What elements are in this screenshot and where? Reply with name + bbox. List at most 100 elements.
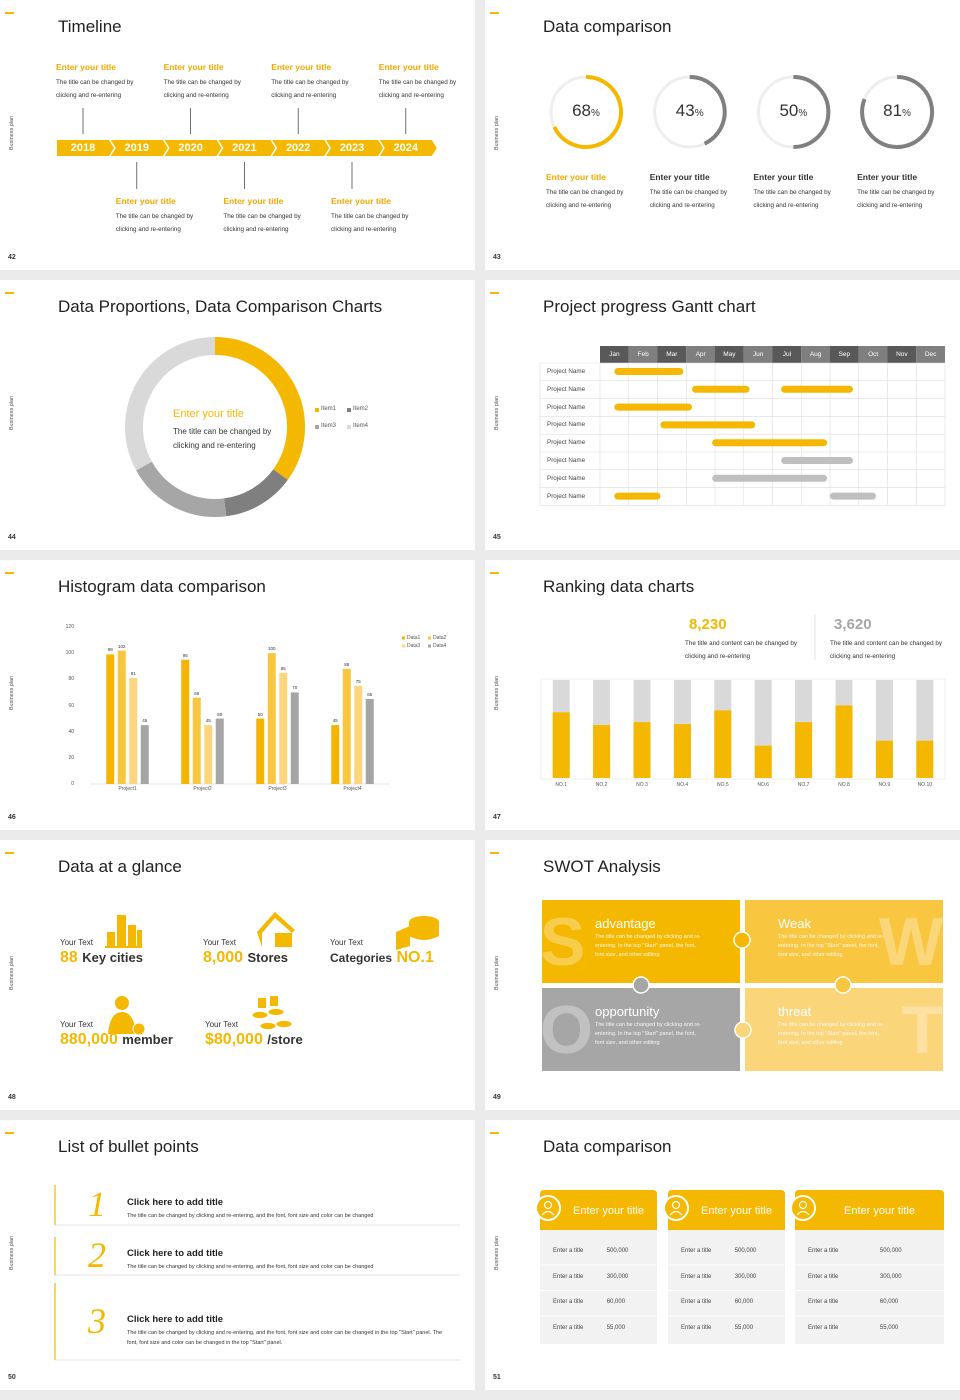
item-title: Enter your title bbox=[378, 62, 439, 72]
bar bbox=[552, 712, 570, 778]
stat-line: $80,000 /store bbox=[205, 1031, 303, 1049]
item-text: The title can be changed by clicking and… bbox=[753, 189, 831, 209]
month-header bbox=[657, 346, 687, 363]
donut-segment bbox=[136, 461, 227, 517]
gantt-bar bbox=[660, 421, 756, 429]
side-label: Business plan bbox=[494, 115, 500, 151]
row-value: 55,000 bbox=[734, 1324, 754, 1331]
month-header bbox=[600, 346, 629, 363]
icon-building bbox=[117, 915, 126, 947]
row-value: 300,000 bbox=[734, 1273, 757, 1280]
legend-label: Data2 bbox=[433, 635, 447, 641]
task-label: Project Name bbox=[547, 421, 586, 429]
ring-value: 43 bbox=[675, 101, 695, 120]
timeline-segment bbox=[110, 140, 168, 156]
row-value: 60,000 bbox=[734, 1299, 754, 1305]
bar bbox=[204, 725, 213, 784]
row-value: 60,000 bbox=[606, 1299, 626, 1305]
ring-value: 68 bbox=[572, 101, 591, 120]
item-title: Enter your title bbox=[223, 196, 284, 206]
icon-building bbox=[128, 925, 136, 947]
logo bbox=[490, 572, 499, 574]
slide-title: Data comparison bbox=[543, 17, 672, 36]
x-tick-label: NO.8 bbox=[838, 782, 850, 788]
swot-tile bbox=[745, 988, 943, 1071]
ring-arc bbox=[860, 75, 935, 149]
month-label: Jan bbox=[609, 351, 620, 358]
stat-label: Your Text bbox=[60, 938, 93, 947]
legend-swatch bbox=[315, 425, 319, 429]
value-label: 99 bbox=[107, 647, 113, 653]
month-label: Jun bbox=[752, 351, 764, 358]
icon-coin bbox=[259, 1022, 277, 1030]
value-label: 45 bbox=[142, 718, 148, 724]
item-text: The title can be changed by clicking and… bbox=[163, 79, 241, 99]
bar bbox=[916, 740, 934, 778]
year-label: 2024 bbox=[393, 142, 419, 154]
slide-title: Data comparison bbox=[543, 1137, 672, 1156]
highlight-value: 8,230 bbox=[689, 616, 727, 633]
side-label: Business plan bbox=[494, 395, 500, 431]
slide-title: Data at a glance bbox=[58, 857, 182, 876]
slide-canvas bbox=[490, 292, 946, 506]
timeline-segment bbox=[57, 140, 114, 156]
page-number: 45 bbox=[493, 534, 501, 541]
icon-coin bbox=[267, 1008, 285, 1016]
x-tick-label: Project1 bbox=[118, 786, 137, 792]
month-label: May bbox=[723, 351, 736, 358]
gantt-bar bbox=[692, 385, 750, 393]
logo bbox=[5, 572, 14, 574]
donut-segment bbox=[125, 337, 216, 471]
legend-label: Data1 bbox=[407, 635, 421, 641]
month-label: Feb bbox=[637, 351, 649, 358]
legend-label: Data3 bbox=[407, 643, 421, 649]
icon-cheese-body bbox=[409, 922, 439, 940]
x-tick-label: NO.4 bbox=[676, 782, 689, 788]
item-title: Enter your title bbox=[649, 172, 710, 182]
row-label: Enter a title bbox=[553, 1324, 584, 1331]
card-icon-glyph bbox=[669, 1210, 683, 1216]
center-text: The title can be changed by clicking and… bbox=[173, 427, 272, 450]
icon-body bbox=[108, 1012, 136, 1034]
row-value: 55,000 bbox=[879, 1324, 899, 1331]
task-label: Project Name bbox=[547, 403, 586, 411]
bar bbox=[795, 722, 813, 778]
slide: Business plan 42 Timeline 2018 Enter your ti… bbox=[0, 0, 475, 270]
icon-base bbox=[105, 946, 142, 948]
legend-label: Data4 bbox=[433, 643, 447, 649]
swot-letter: W bbox=[878, 904, 943, 980]
swot-text: The title can be changed by clicking and… bbox=[595, 934, 702, 958]
page-number: 50 bbox=[8, 1374, 16, 1381]
y-tick-label: 20 bbox=[68, 754, 74, 761]
bar bbox=[215, 718, 224, 784]
page-number: 43 bbox=[493, 254, 501, 261]
ring-label: 43% bbox=[660, 101, 720, 121]
y-tick-label: 0 bbox=[71, 781, 74, 787]
bar bbox=[129, 678, 138, 784]
month-header bbox=[686, 346, 715, 363]
icon-coin bbox=[251, 1011, 269, 1019]
bar bbox=[633, 722, 651, 778]
side-label: Business plan bbox=[9, 115, 15, 151]
value-label: 81 bbox=[130, 671, 136, 677]
timeline-segment bbox=[272, 140, 330, 156]
bar bbox=[267, 653, 276, 784]
ring-arc bbox=[689, 75, 727, 146]
timeline-segment bbox=[326, 140, 383, 156]
slide-canvas bbox=[5, 292, 351, 517]
card-icon-glyph bbox=[796, 1210, 810, 1216]
x-tick-label: NO.5 bbox=[716, 782, 729, 788]
item-number: 3 bbox=[88, 1300, 106, 1341]
swot-title: advantage bbox=[595, 916, 656, 931]
item-title: Enter your title bbox=[857, 172, 918, 182]
item-text: The title can be changed by clicking and… bbox=[857, 189, 935, 209]
item-text: The title can be changed by clicking and… bbox=[56, 79, 134, 99]
swot-title: Weak bbox=[778, 916, 811, 931]
side-label: Business plan bbox=[494, 955, 500, 991]
slide-canvas bbox=[490, 1132, 944, 1344]
x-tick-label: NO.2 bbox=[595, 782, 608, 788]
stat-suffix: /store bbox=[267, 1032, 303, 1047]
slide: Business plan 45 Project progress Gantt ch… bbox=[485, 280, 960, 550]
swot-letter: S bbox=[540, 904, 586, 980]
